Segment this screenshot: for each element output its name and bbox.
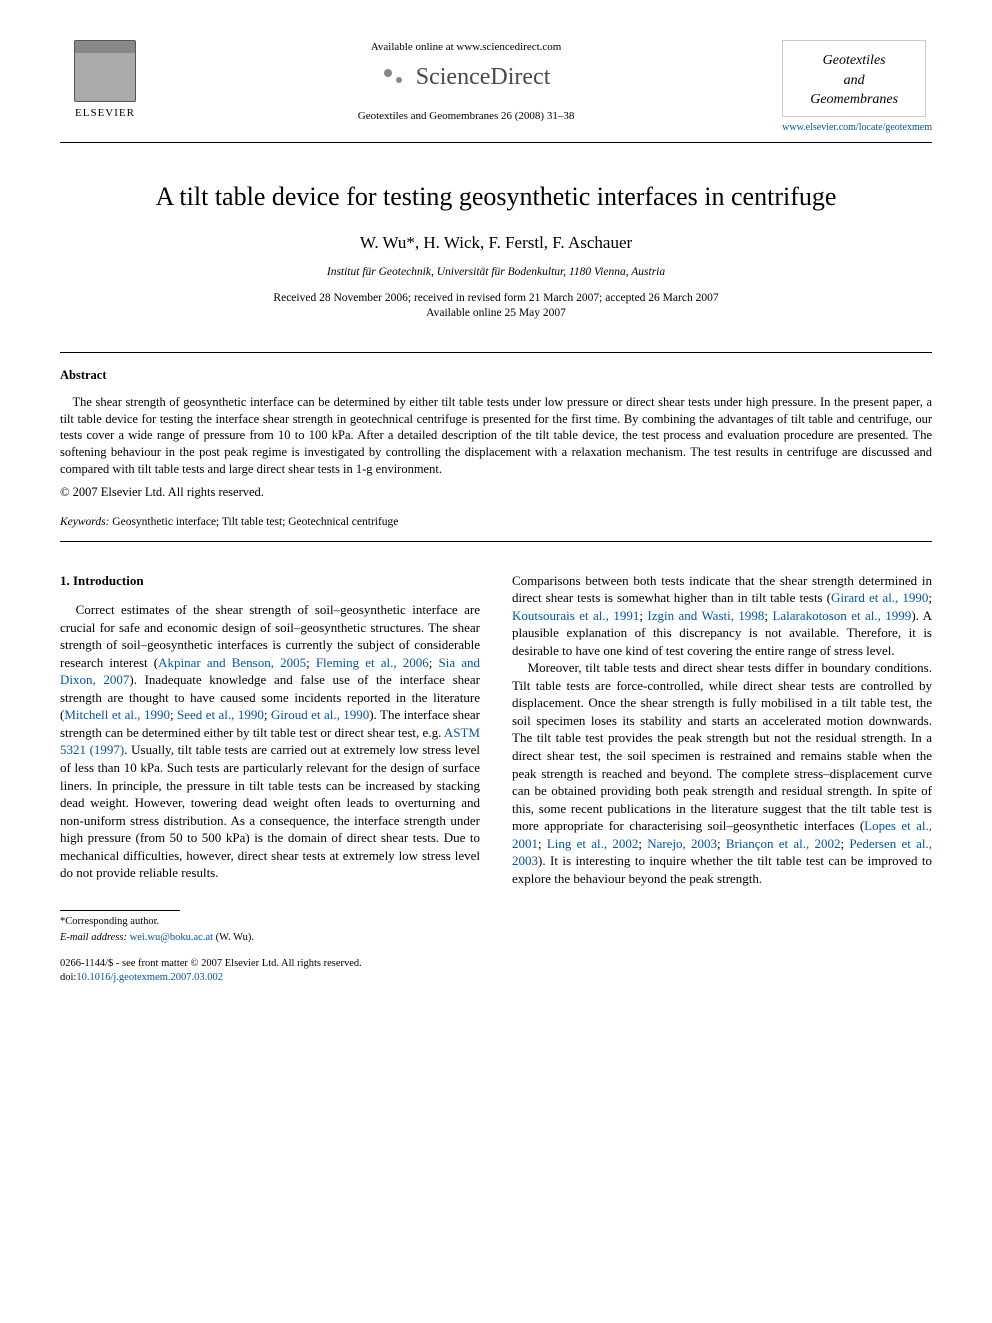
corresponding-author: *Corresponding author.	[60, 915, 480, 929]
ref-link[interactable]: Briançon et al., 2002	[726, 836, 841, 851]
section-1-heading: 1. Introduction	[60, 572, 480, 590]
journal-box-line2: and	[789, 71, 919, 91]
ref-link[interactable]: Izgin and Wasti, 1998	[647, 608, 764, 623]
intro-paragraph-right-1: Comparisons between both tests indicate …	[512, 572, 932, 660]
authors-line: W. Wu*, H. Wick, F. Ferstl, F. Aschauer	[60, 232, 932, 255]
intro-paragraph-left: Correct estimates of the shear strength …	[60, 601, 480, 882]
journal-title-box: Geotextiles and Geomembranes	[782, 40, 926, 117]
right-column: Comparisons between both tests indicate …	[512, 572, 932, 986]
ref-link[interactable]: Girard et al., 1990	[831, 590, 928, 605]
dates-received: Received 28 November 2006; received in r…	[273, 292, 718, 304]
left-column: 1. Introduction Correct estimates of the…	[60, 572, 480, 986]
abstract-heading: Abstract	[60, 367, 932, 384]
doi-link[interactable]: 10.1016/j.geotexmem.2007.03.002	[76, 972, 223, 983]
intro-paragraph-right-2: Moreover, tilt table tests and direct sh…	[512, 659, 932, 887]
front-matter-line: 0266-1144/$ - see front matter © 2007 El…	[60, 957, 480, 971]
ref-link[interactable]: Lalarakotoson et al., 1999	[772, 608, 911, 623]
page-header: ELSEVIER Available online at www.science…	[60, 40, 932, 134]
footer-block: *Corresponding author. E-mail address: w…	[60, 910, 480, 986]
abstract-bottom-rule	[60, 541, 932, 542]
article-title: A tilt table device for testing geosynth…	[60, 179, 932, 214]
keywords-label: Keywords:	[60, 516, 109, 528]
journal-citation: Geotextiles and Geomembranes 26 (2008) 3…	[170, 109, 762, 124]
dates-online: Available online 25 May 2007	[426, 307, 566, 319]
body-columns: 1. Introduction Correct estimates of the…	[60, 572, 932, 986]
ref-link[interactable]: Narejo, 2003	[647, 836, 717, 851]
sciencedirect-logo: ScienceDirect	[170, 61, 762, 93]
center-header: Available online at www.sciencedirect.co…	[150, 40, 782, 124]
ref-link[interactable]: Koutsourais et al., 1991	[512, 608, 639, 623]
ref-link[interactable]: Akpinar and Benson, 2005	[158, 655, 306, 670]
keywords-line: Keywords: Geosynthetic interface; Tilt t…	[60, 515, 932, 531]
abstract-body: The shear strength of geosynthetic inter…	[60, 394, 932, 478]
doi-line: doi:10.1016/j.geotexmem.2007.03.002	[60, 971, 480, 985]
sciencedirect-text: ScienceDirect	[416, 61, 551, 93]
email-suffix: (W. Wu).	[213, 932, 254, 943]
elsevier-label: ELSEVIER	[60, 106, 150, 121]
journal-box-wrap: Geotextiles and Geomembranes www.elsevie…	[782, 40, 932, 134]
abstract-top-rule	[60, 352, 932, 353]
elsevier-tree-icon	[74, 40, 136, 102]
article-dates: Received 28 November 2006; received in r…	[60, 291, 932, 322]
affiliation: Institut für Geotechnik, Universität für…	[60, 265, 932, 281]
journal-box-line1: Geotextiles	[789, 51, 919, 71]
ref-link[interactable]: Ling et al., 2002	[547, 836, 639, 851]
email-line: E-mail address: wei.wu@boku.ac.at (W. Wu…	[60, 931, 480, 945]
keywords-text: Geosynthetic interface; Tilt table test;…	[109, 516, 398, 528]
abstract-copyright: © 2007 Elsevier Ltd. All rights reserved…	[60, 484, 932, 501]
header-rule	[60, 142, 932, 143]
sciencedirect-icon	[382, 67, 410, 87]
ref-link[interactable]: Seed et al., 1990	[177, 707, 264, 722]
footer-rule	[60, 910, 180, 911]
ref-link[interactable]: Mitchell et al., 1990	[64, 707, 170, 722]
email-label: E-mail address:	[60, 932, 130, 943]
journal-box-line3: Geomembranes	[789, 90, 919, 110]
ref-link[interactable]: Giroud et al., 1990	[271, 707, 369, 722]
ref-link[interactable]: Fleming et al., 2006	[316, 655, 429, 670]
email-link[interactable]: wei.wu@boku.ac.at	[130, 932, 213, 943]
available-online-text: Available online at www.sciencedirect.co…	[170, 40, 762, 55]
journal-url-link[interactable]: www.elsevier.com/locate/geotexmem	[782, 121, 932, 135]
elsevier-logo: ELSEVIER	[60, 40, 150, 121]
